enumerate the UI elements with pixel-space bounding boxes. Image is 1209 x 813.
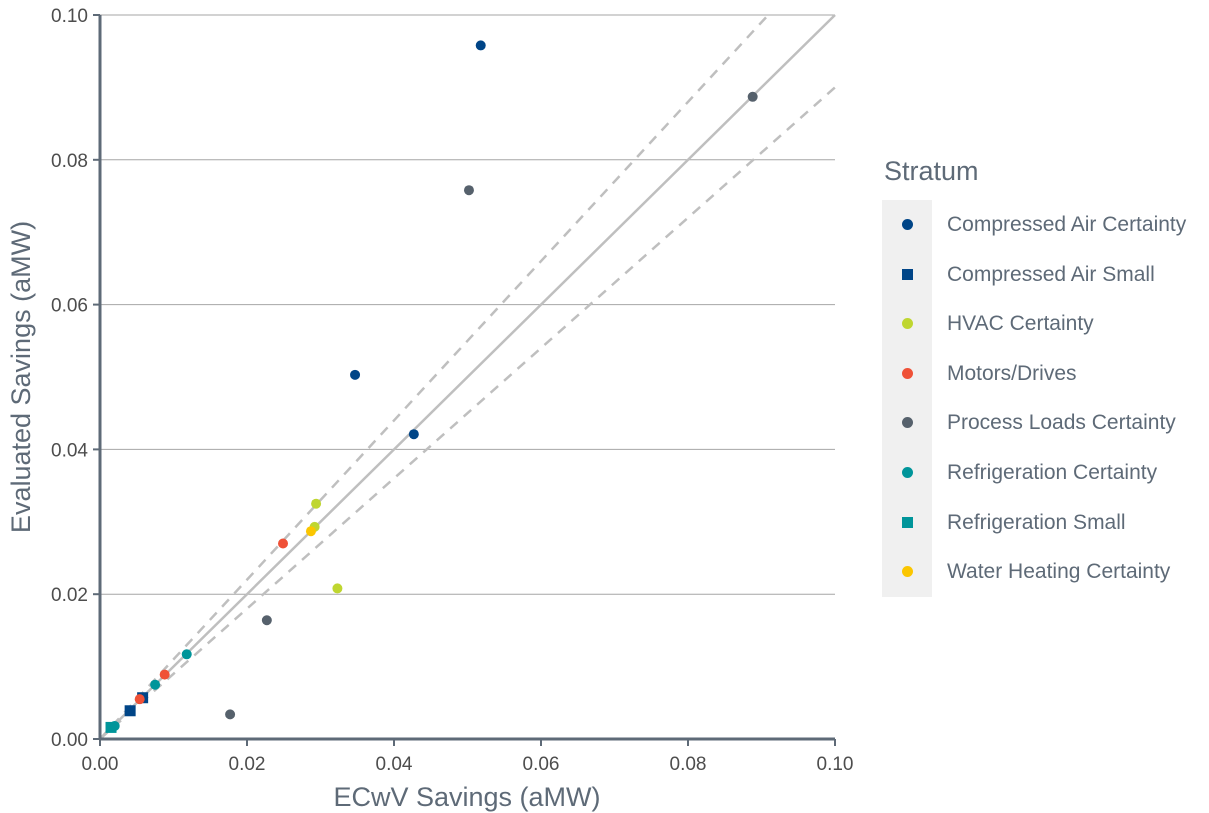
y-axis-title: Evaluated Savings (aMW) [6, 221, 36, 533]
identity-line [99, 14, 836, 740]
point-refrigeration-certainty [150, 679, 161, 690]
legend-key [882, 299, 932, 349]
point-refrigeration-certainty [181, 649, 192, 660]
point-water-heating-certainty [305, 526, 316, 537]
point-compressed-air-certainty [475, 40, 486, 51]
legend-label: Compressed Air Certainty [947, 213, 1187, 236]
square-marker-icon [902, 516, 913, 528]
point-motors-drives [159, 669, 170, 680]
x-tick-label: 0.02 [229, 754, 266, 775]
point-process-loads-certainty [463, 185, 474, 196]
circle-marker-icon [902, 219, 913, 230]
circle-marker-icon [902, 318, 913, 330]
tolerance-line [99, 14, 770, 740]
legend-key [882, 447, 932, 498]
legend-key [882, 497, 932, 548]
point-process-loads-certainty [747, 91, 758, 102]
point-hvac-certainty [311, 498, 322, 509]
legend-item-water-heating-certainty: Water Heating Certainty [882, 547, 1209, 597]
legend-item-motors-drives: Motors/Drives [882, 348, 1209, 399]
legend-title: Stratum [884, 156, 979, 186]
data-points [105, 40, 758, 733]
y-tick-label: 0.00 [51, 730, 88, 751]
y-tick-label: 0.10 [51, 6, 88, 27]
circle-marker-icon [902, 367, 913, 379]
legend-label: Motors/Drives [947, 361, 1077, 385]
legend: Stratum Compressed Air Certainty Compress… [882, 152, 1209, 597]
legend-item-process-loads-certainty: Process Loads Certainty [882, 398, 1209, 448]
circle-marker-icon [902, 466, 913, 478]
legend-item-refrigeration-small: Refrigeration Small [882, 497, 1209, 548]
y-axis-ticks: 0.00 0.02 0.04 0.06 0.08 0.10 [51, 6, 100, 751]
point-process-loads-certainty [225, 709, 236, 720]
legend-key [882, 348, 932, 399]
legend-item-refrigeration-certainty: Refrigeration Certainty [882, 447, 1209, 498]
point-hvac-certainty [332, 583, 343, 594]
legend-key [882, 547, 932, 597]
legend-key [882, 200, 932, 250]
x-axis-title: ECwV Savings (aMW) [333, 782, 600, 812]
x-tick-label: 0.06 [523, 754, 560, 775]
point-process-loads-certainty [261, 615, 272, 626]
reference-lines [99, 14, 836, 740]
legend-item-compressed-air-certainty: Compressed Air Certainty [882, 200, 1209, 250]
legend-label: HVAC Certainty [947, 312, 1094, 336]
axes [98, 15, 835, 741]
point-motors-drives [134, 694, 145, 705]
y-tick-label: 0.08 [51, 151, 88, 172]
legend-keys: Compressed Air Certainty Compressed Air S… [882, 200, 1209, 597]
circle-marker-icon [902, 566, 913, 578]
legend-label: Refrigeration Certainty [947, 460, 1158, 484]
tolerance-line [99, 86, 836, 740]
legend-label: Process Loads Certainty [947, 411, 1176, 435]
x-tick-label: 0.04 [376, 754, 413, 775]
point-compressed-air-small [124, 705, 136, 717]
circle-marker-icon [902, 417, 913, 429]
legend-label: Compressed Air Small [947, 262, 1155, 286]
x-tick-label: 0.00 [82, 754, 119, 775]
y-tick-label: 0.04 [51, 440, 88, 461]
y-tick-label: 0.02 [51, 585, 88, 606]
legend-item-compressed-air-small: Compressed Air Small [882, 249, 1209, 300]
point-compressed-air-certainty [350, 369, 361, 380]
square-marker-icon [902, 268, 913, 280]
legend-key [882, 249, 932, 300]
x-axis-ticks: 0.00 0.02 0.04 0.06 0.08 0.10 [82, 739, 854, 775]
legend-label: Refrigeration Small [947, 510, 1126, 534]
x-tick-label: 0.10 [817, 754, 854, 775]
point-compressed-air-certainty [408, 429, 419, 440]
legend-key [882, 398, 932, 448]
gridlines [100, 14, 835, 595]
legend-label: Water Heating Certainty [947, 560, 1171, 584]
y-tick-label: 0.06 [51, 296, 88, 317]
point-refrigeration-small [105, 721, 117, 733]
point-motors-drives [278, 538, 289, 549]
legend-item-hvac-certainty: HVAC Certainty [882, 299, 1209, 349]
x-tick-label: 0.08 [670, 754, 707, 775]
